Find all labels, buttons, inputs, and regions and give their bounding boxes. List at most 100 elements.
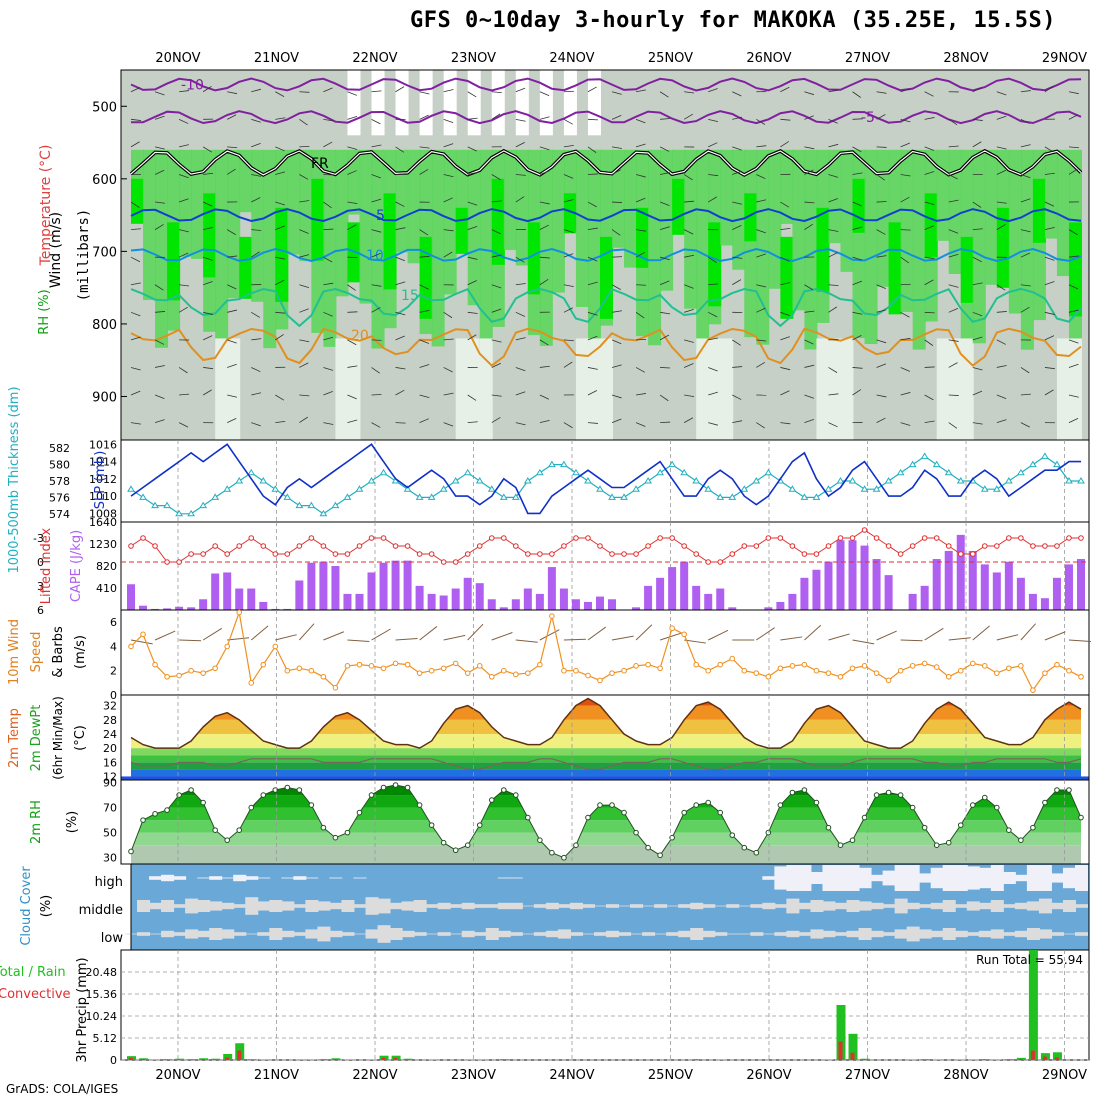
cloud-block — [870, 930, 884, 938]
isotherm-label: 15 — [401, 288, 419, 304]
wind-barb — [660, 172, 671, 175]
cloud-block — [173, 904, 187, 908]
wind-barb — [203, 226, 213, 230]
cloud-block — [774, 866, 788, 890]
cloud-block — [269, 900, 283, 912]
wind-barb — [780, 367, 791, 371]
date-label-bottom: 29NOV — [1042, 1068, 1087, 1083]
wind-barb — [395, 256, 406, 262]
wind-speed-point — [200, 670, 206, 676]
rh2m-point — [428, 822, 435, 828]
wind-barb — [996, 284, 1006, 291]
wind-barb — [227, 309, 238, 313]
cape-bar — [932, 559, 941, 610]
thickness-point — [247, 468, 256, 476]
wind-barb — [996, 201, 1007, 204]
wind-barb — [828, 393, 839, 396]
wind-barb — [251, 142, 261, 148]
rh-shade-dry — [479, 338, 493, 440]
cloud-block — [377, 925, 391, 943]
isotherm-label: FR — [311, 156, 329, 172]
wind-barb — [515, 87, 526, 93]
wind-barb — [707, 256, 717, 263]
pressure-tick-label: 800 — [92, 318, 117, 333]
wind-barb — [515, 422, 526, 426]
thickness-point — [127, 485, 135, 492]
wind-barb — [780, 227, 791, 231]
precip-total-bar — [1052, 1052, 1062, 1060]
wind-speed-point — [404, 661, 411, 668]
wind-barb — [1044, 281, 1055, 286]
cape-bar — [812, 569, 821, 610]
rh-shade-dry — [215, 338, 229, 440]
wind-barb — [227, 363, 237, 368]
cloud-block — [1075, 904, 1089, 908]
wind-speed-point — [717, 661, 724, 668]
date-label-bottom: 22NOV — [352, 1068, 397, 1083]
cape-bar — [644, 585, 653, 610]
wind-barb — [732, 420, 743, 423]
cape-bar — [175, 606, 184, 610]
cape-bar — [716, 588, 725, 610]
thickness-point — [608, 493, 616, 500]
cloud-block — [630, 904, 644, 908]
rh-shade-bright — [960, 236, 974, 303]
surface-wind-barb — [756, 627, 775, 641]
wind-barb — [130, 141, 140, 148]
cloud-block — [137, 900, 151, 912]
wind-barb — [660, 311, 671, 315]
xs-rh-label: RH (%) — [37, 289, 52, 334]
wind-barb — [587, 335, 598, 341]
cloud-block — [966, 932, 980, 936]
thickness-point — [283, 493, 292, 500]
wind-barb — [299, 339, 310, 343]
wind-barb — [587, 86, 597, 93]
thickness-point — [139, 493, 147, 500]
thickness-point — [800, 493, 809, 500]
lifted-index-point — [525, 551, 531, 557]
lifted-index-point — [994, 543, 1000, 549]
cloud-block — [894, 898, 908, 914]
wind-barb — [852, 389, 862, 396]
wind-barb — [467, 201, 478, 206]
wind-barb — [683, 174, 693, 181]
cape-bar — [595, 596, 604, 610]
wind-speed-point — [945, 673, 952, 680]
wind-speed-point — [801, 661, 808, 668]
wind-barb — [948, 394, 959, 396]
thickness-point — [199, 501, 208, 509]
cloud-block — [954, 904, 968, 908]
cloud-block — [461, 930, 475, 938]
rh2m-point — [885, 789, 892, 796]
temp-band — [131, 719, 1081, 734]
cloud-block — [221, 929, 235, 939]
cloud-block — [497, 877, 511, 879]
cloud-block — [173, 876, 187, 880]
wind-barb — [130, 228, 141, 231]
cape-bar — [860, 545, 869, 610]
wind-barb — [202, 85, 212, 93]
rh-shade-column — [227, 149, 241, 299]
lifted-index-point — [344, 551, 351, 557]
cape-bar — [211, 573, 220, 610]
wind-barb — [876, 309, 887, 313]
wind-barb — [1044, 172, 1055, 175]
wind-barb — [227, 255, 238, 258]
cape-bar — [884, 575, 893, 610]
cloud-block — [954, 865, 968, 891]
wind-barb — [155, 201, 166, 204]
wind-barb — [611, 146, 622, 149]
wind-barb — [539, 256, 550, 259]
wind-barb — [251, 229, 262, 231]
wind-barb — [203, 256, 213, 261]
wind-barb — [780, 390, 790, 396]
rh-shade-column — [443, 149, 457, 295]
thickness-point — [427, 493, 436, 500]
wind-speed-point — [152, 661, 158, 668]
rh2m-point — [513, 792, 519, 798]
wind-axis-label-barbs: & Barbs — [51, 626, 66, 678]
wind-speed-point — [380, 665, 387, 672]
wind-barb — [130, 311, 141, 317]
wind-barb — [202, 389, 212, 396]
cloud-block — [618, 932, 632, 936]
